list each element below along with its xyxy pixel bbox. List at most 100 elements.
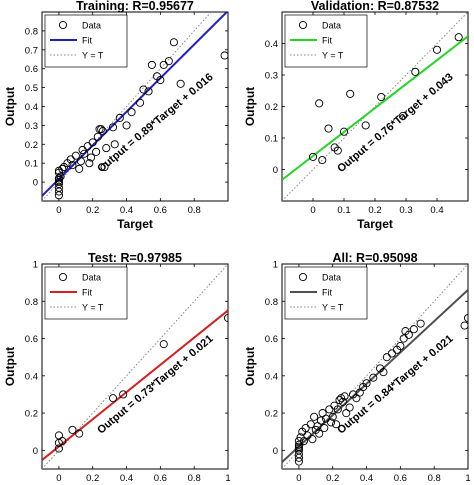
data-point	[115, 113, 124, 122]
data-point	[379, 368, 388, 377]
x-tick-label: 0.2	[86, 205, 99, 216]
y-tick-label: 0.4	[265, 39, 278, 50]
data-point	[76, 157, 85, 166]
legend-identity-label: Y = T	[322, 303, 344, 313]
panel-0: 0 0.2 0.4 0.6 0.8 0 0.1 0.2 0.3 0.4 0.5 0.6 0.7 0.8 Ou…	[3, 0, 229, 231]
x-tick-label: 0	[296, 473, 301, 484]
data-point	[58, 436, 67, 446]
data-point	[88, 138, 97, 147]
data-point	[310, 412, 319, 421]
panel-title: Validation: R=0.87532	[311, 0, 439, 13]
x-tick-label: 0	[56, 205, 61, 216]
data-point	[398, 111, 407, 120]
data-point	[122, 121, 131, 130]
y-tick-label: 0.4	[25, 102, 38, 113]
x-tick-label: 0.2	[326, 473, 339, 484]
legend-fit-label: Fit	[82, 36, 92, 46]
data-point	[85, 159, 94, 168]
fit-line	[42, 309, 228, 461]
identity-line	[282, 264, 468, 469]
y-tick-label: 0.4	[25, 371, 38, 382]
data-point	[460, 321, 468, 330]
y-tick-label: 0	[273, 165, 278, 176]
legend-identity-label: Y = T	[82, 303, 104, 313]
data-point	[54, 187, 63, 196]
y-axis-label: Output	[243, 87, 257, 126]
data-point	[333, 405, 342, 414]
data-point	[308, 435, 317, 444]
data-point	[340, 392, 349, 401]
data-point	[176, 79, 185, 88]
x-axis-label: Target	[357, 217, 393, 231]
plot-area	[282, 12, 468, 201]
y-tick-label: 0.7	[25, 45, 38, 56]
x-tick-label: 0.4	[120, 473, 133, 484]
legend-identity-label: Y = T	[322, 51, 344, 61]
data-point	[320, 423, 329, 433]
data-point	[294, 436, 303, 446]
legend-marker	[298, 20, 308, 30]
y-tick-label: 0.8	[265, 297, 278, 308]
data-point	[333, 146, 342, 155]
x-tick-label: 0.6	[154, 473, 167, 484]
y-tick-label: 0	[33, 446, 38, 457]
x-tick-label: 0.2	[368, 205, 381, 216]
data-point	[98, 127, 107, 136]
data-point	[56, 172, 65, 181]
data-point	[136, 98, 145, 107]
data-point	[159, 60, 168, 69]
data-point	[119, 390, 128, 399]
y-tick-label: 0.6	[25, 334, 38, 345]
data-point	[139, 85, 148, 94]
data-point	[86, 153, 96, 162]
data-point	[97, 125, 106, 134]
y-tick-label: 0.1	[25, 159, 38, 170]
data-point	[294, 453, 303, 462]
x-tick-label: 0.8	[428, 473, 441, 484]
data-point	[156, 75, 165, 85]
data-point	[66, 155, 75, 164]
data-point	[54, 444, 63, 453]
data-point	[361, 121, 370, 130]
legend-box	[44, 14, 128, 68]
data-point	[463, 313, 468, 323]
identity-line	[282, 12, 468, 201]
data-point	[93, 132, 102, 141]
legend: Data Fit Y = T	[284, 14, 368, 68]
data-point	[144, 87, 153, 96]
y-tick-label: 0.1	[265, 134, 278, 145]
y-axis-label: Output	[3, 347, 17, 386]
data-point	[159, 340, 168, 349]
x-tick-label: 0.4	[120, 205, 133, 216]
plot-area	[42, 264, 228, 469]
y-tick-label: 0.2	[265, 102, 278, 113]
data-point	[316, 416, 325, 425]
data-point	[220, 51, 228, 60]
y-axis-label: Output	[243, 347, 257, 386]
x-tick-label: 0.6	[154, 205, 167, 216]
x-tick-label: 1	[225, 473, 230, 484]
y-tick-label: 0	[273, 446, 278, 457]
data-point	[294, 457, 303, 466]
data-point	[318, 155, 327, 165]
data-point	[80, 149, 89, 158]
data-point	[315, 429, 324, 438]
y-tick-label: 0.5	[25, 83, 38, 94]
legend-fit-label: Fit	[82, 288, 92, 298]
x-axis-label: Target	[117, 217, 153, 231]
legend-fit-label: Fit	[322, 36, 332, 46]
data-point	[78, 145, 87, 155]
legend: Data Fit Y = T	[284, 266, 368, 320]
panel-title: Test: R=0.97985	[88, 251, 182, 265]
data-point	[404, 330, 413, 339]
legend-marker	[58, 272, 68, 282]
y-tick-label: 0.2	[25, 140, 38, 151]
data-point	[54, 178, 63, 187]
data-point	[339, 127, 349, 136]
x-tick-label: 0.8	[188, 205, 201, 216]
y-tick-label: 0.8	[25, 26, 38, 37]
data-point	[223, 313, 228, 323]
x-tick-label: 0.8	[188, 473, 201, 484]
